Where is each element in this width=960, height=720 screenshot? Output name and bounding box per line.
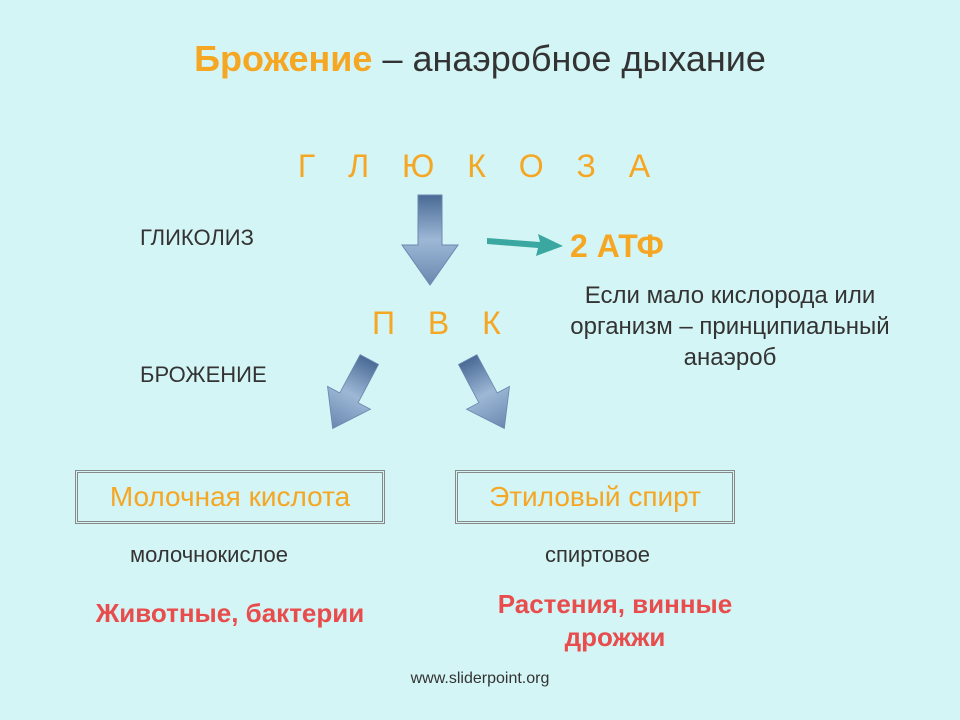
arrow-diag-left-icon <box>307 343 394 445</box>
arrow-down-icon <box>400 190 460 290</box>
arrow-diag-right-icon <box>442 343 529 445</box>
title-highlight: Брожение <box>194 38 372 79</box>
product-lactic-acid-label: Молочная кислота <box>110 481 350 512</box>
product-box-lactic-acid: Молочная кислота <box>75 470 385 524</box>
product-ethanol-label: Этиловый спирт <box>489 481 701 512</box>
arrow-atp-icon <box>485 228 565 258</box>
condition-text: Если мало кислорода или организм – принц… <box>540 280 920 374</box>
pvk-label: П В К <box>372 305 513 342</box>
atp-output: 2 АТФ <box>570 228 664 265</box>
product-box-ethanol: Этиловый спирт <box>455 470 735 524</box>
fermentation-stage-label: БРОЖЕНИЕ <box>140 362 267 388</box>
slide-title: Брожение – анаэробное дыхание <box>0 38 960 80</box>
footer-url: www.sliderpoint.org <box>0 670 960 688</box>
glycolysis-stage-label: ГЛИКОЛИЗ <box>140 225 254 251</box>
subtype-lactic: молочнокислое <box>130 542 288 568</box>
organisms-left: Животные, бактерии <box>60 598 400 629</box>
title-rest: – анаэробное дыхание <box>372 38 765 79</box>
organisms-right: Растения, винные дрожжи <box>455 588 775 653</box>
subtype-alcohol: спиртовое <box>545 542 650 568</box>
glucose-label: Г Л Ю К О З А <box>0 148 960 185</box>
